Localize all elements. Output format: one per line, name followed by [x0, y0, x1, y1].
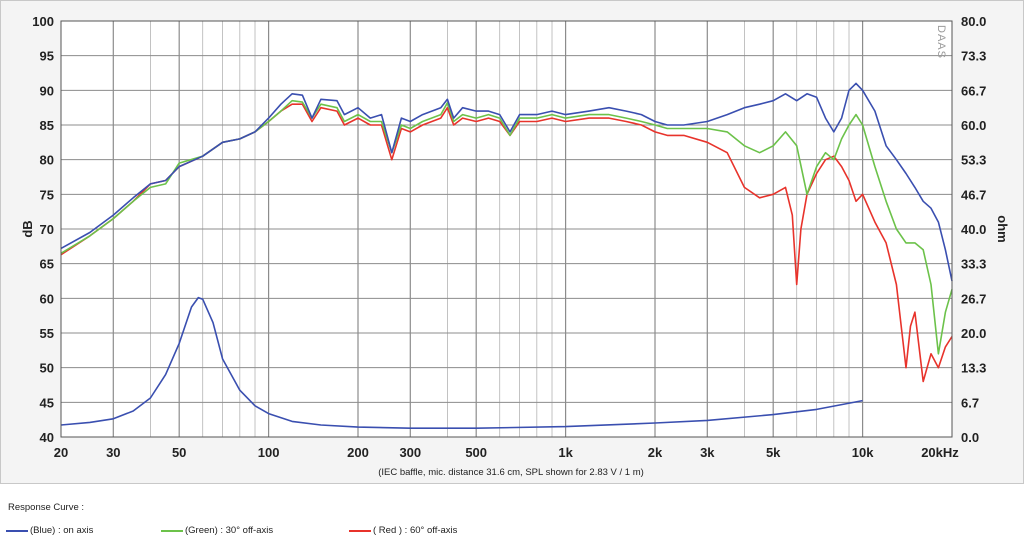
y2-tick-label: 73.3 [961, 49, 986, 64]
frequency-response-chart: 100 95 90 85 80 75 70 65 60 55 50 45 40 80.0 73.3 66.7 6… [20, 14, 1010, 478]
y-tick-label: 70 [40, 222, 54, 237]
x-tick-label: 500 [465, 445, 487, 460]
x-tick-label: 20 [54, 445, 68, 460]
legend-item-red: ( Red ) : 60° off-axis [349, 525, 457, 536]
y2-tick-label: 46.7 [961, 187, 986, 202]
x-tick-label: 30 [106, 445, 120, 460]
legend-title: Response Curve : [8, 502, 85, 513]
response-curve-blue [60, 82, 953, 282]
x-tick-label: 2k [648, 445, 663, 460]
series-layer [60, 82, 953, 429]
x-tick-label: 300 [399, 445, 421, 460]
x-tick-label: 100 [258, 445, 280, 460]
y2-tick-label: 20.0 [961, 326, 986, 341]
impedance-curve [60, 296, 863, 429]
y-tick-label: 95 [40, 49, 54, 64]
y2-tick-label: 0.0 [961, 430, 979, 445]
y2-tick-label: 13.3 [961, 361, 986, 376]
y2-tick-label: 40.0 [961, 222, 986, 237]
y2-tick-label: 60.0 [961, 118, 986, 133]
y-axis-label: dB [20, 220, 35, 237]
y-tick-label: 100 [32, 14, 54, 29]
x-tick-label: 1k [558, 445, 573, 460]
y2-tick-label: 80.0 [961, 14, 986, 29]
legend: Response Curve : (Blue) : on axis (Green… [0, 484, 1024, 540]
y2-tick-label: 6.7 [961, 395, 979, 410]
y-tick-label: 90 [40, 83, 54, 98]
legend-item-green: (Green) : 30° off-axis [161, 525, 273, 536]
y-tick-label: 80 [40, 153, 54, 168]
y2-tick-label: 33.3 [961, 257, 986, 272]
y2-tick-label: 53.3 [961, 153, 986, 168]
grid [61, 21, 952, 437]
chart-frame: 100 95 90 85 80 75 70 65 60 55 50 45 40 80.0 73.3 66.7 6… [0, 0, 1024, 484]
y-tick-label: 45 [40, 395, 54, 410]
legend-swatch-red [349, 529, 371, 532]
y-tick-label: 50 [40, 361, 54, 376]
x-tick-label: 20kHz [921, 445, 959, 460]
y-tick-label: 55 [40, 326, 54, 341]
legend-label-blue: (Blue) : on axis [30, 525, 94, 536]
measurement-note: (IEC baffle, mic. distance 31.6 cm, SPL … [378, 467, 644, 478]
response-curve-green [60, 99, 953, 355]
y-tick-label: 60 [40, 291, 54, 306]
x-tick-label: 3k [700, 445, 715, 460]
tick-labels: 100 95 90 85 80 75 70 65 60 55 50 45 40 80.0 73.3 66.7 6… [32, 14, 986, 460]
legend-label-green: (Green) : 30° off-axis [185, 525, 274, 536]
legend-swatch-blue [6, 529, 28, 532]
legend-label-red: ( Red ) : 60° off-axis [373, 525, 458, 536]
legend-item-blue: (Blue) : on axis [6, 525, 93, 536]
y2-axis-label: ohm [995, 215, 1010, 242]
y-tick-label: 65 [40, 257, 54, 272]
legend-swatch-green [161, 529, 183, 532]
x-tick-label: 5k [766, 445, 781, 460]
x-tick-label: 200 [347, 445, 369, 460]
x-tick-label: 50 [172, 445, 186, 460]
plot-border [60, 20, 953, 438]
y2-tick-label: 66.7 [961, 83, 986, 98]
x-tick-label: 10k [852, 445, 874, 460]
y-tick-label: 40 [40, 430, 54, 445]
y-tick-label: 85 [40, 118, 54, 133]
y-tick-label: 75 [40, 187, 54, 202]
watermark: DAAS [935, 25, 947, 59]
y2-tick-label: 26.7 [961, 291, 986, 306]
